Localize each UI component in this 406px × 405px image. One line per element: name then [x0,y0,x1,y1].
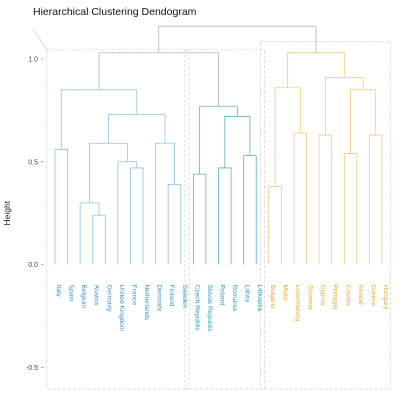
leaf-label: Luxembourg [294,285,301,322]
dendrogram-branch [193,174,206,264]
leaf-label: Germany [105,285,112,313]
chart-title: Hierarchical Clustering Dendogram [33,6,197,18]
dendrogram-branch [219,168,232,265]
leaf-label: Poland [219,285,226,306]
y-tick-label: 0.0 [28,262,38,269]
dendrogram-branch [168,184,181,264]
y-axis: -0.5 0.0 0.5 1.0 [26,57,44,372]
dendrogram-branch [90,143,128,203]
dendrogram-branch [108,115,165,144]
dendrogram-branch [275,88,300,187]
leaf-label: France [130,285,137,306]
cluster-connector [33,28,47,50]
dendrogram-branch [99,53,218,106]
dendrogram-branch [351,90,376,154]
leaf-labels: Italy Spain Belgium Austria Germany United Ki… [55,285,389,333]
leaf-label: Belgium [80,285,87,309]
dendrogram-branch [344,154,357,265]
leaf-label: United Kingdom [118,285,125,332]
leaf-label: Portugal [332,285,339,310]
leaf-label: Netherlands [143,285,150,321]
leaf-label: Croatia [344,285,351,307]
leaf-label: Greece [369,285,376,307]
leaf-label: Latvia [244,285,251,303]
leaf-label: Hungary [382,285,389,311]
dendrogram-branch [269,186,282,264]
dendrogram-branch [80,203,99,265]
leaf-label: Denmark [156,285,163,312]
dendrogram-branch [159,26,316,53]
dendrogram-branch [55,149,68,264]
dendrogram-branch [294,133,307,265]
leaf-label: Austria [93,285,100,306]
y-tick-label: 0.5 [28,159,38,166]
y-tick-label: 1.0 [28,57,38,64]
y-axis-label: Height [2,200,12,225]
dendrogram-branch [369,135,382,264]
dendrogram-branches [55,26,382,264]
leaf-label: Malta [281,285,288,301]
cluster-rectangles [33,28,390,389]
leaf-label: Spain [68,285,75,302]
dendrogram-branch [225,117,250,168]
dendrogram-branch [156,143,175,264]
dendrogram-branch [61,90,136,150]
leaf-label: Cyprus [319,285,326,307]
dendrogram-branch [93,215,106,264]
leaf-label: Slovenia [307,285,314,311]
dendrogram-branch [244,156,257,265]
leaf-label: Lithuania [256,285,263,312]
dendrogram-branch [288,53,345,88]
leaf-label: Bulgaria [269,285,276,310]
leaf-label: Ireland [357,285,364,305]
leaf-label: Finland [168,285,175,307]
leaf-label: Romania [231,285,238,312]
leaf-label: Sweden [181,285,188,309]
leaf-label: Italy [55,285,62,298]
y-tick-label: -0.5 [26,365,38,372]
cluster-rectangle [185,50,264,389]
dendrogram-branch [118,162,137,265]
dendrogram-branch [319,135,332,264]
leaf-label: Czech Republic [193,285,200,332]
dendrogram-branch [325,78,363,136]
leaf-label: Slovak Republic [206,285,213,333]
dendrogram-branch [130,168,143,265]
